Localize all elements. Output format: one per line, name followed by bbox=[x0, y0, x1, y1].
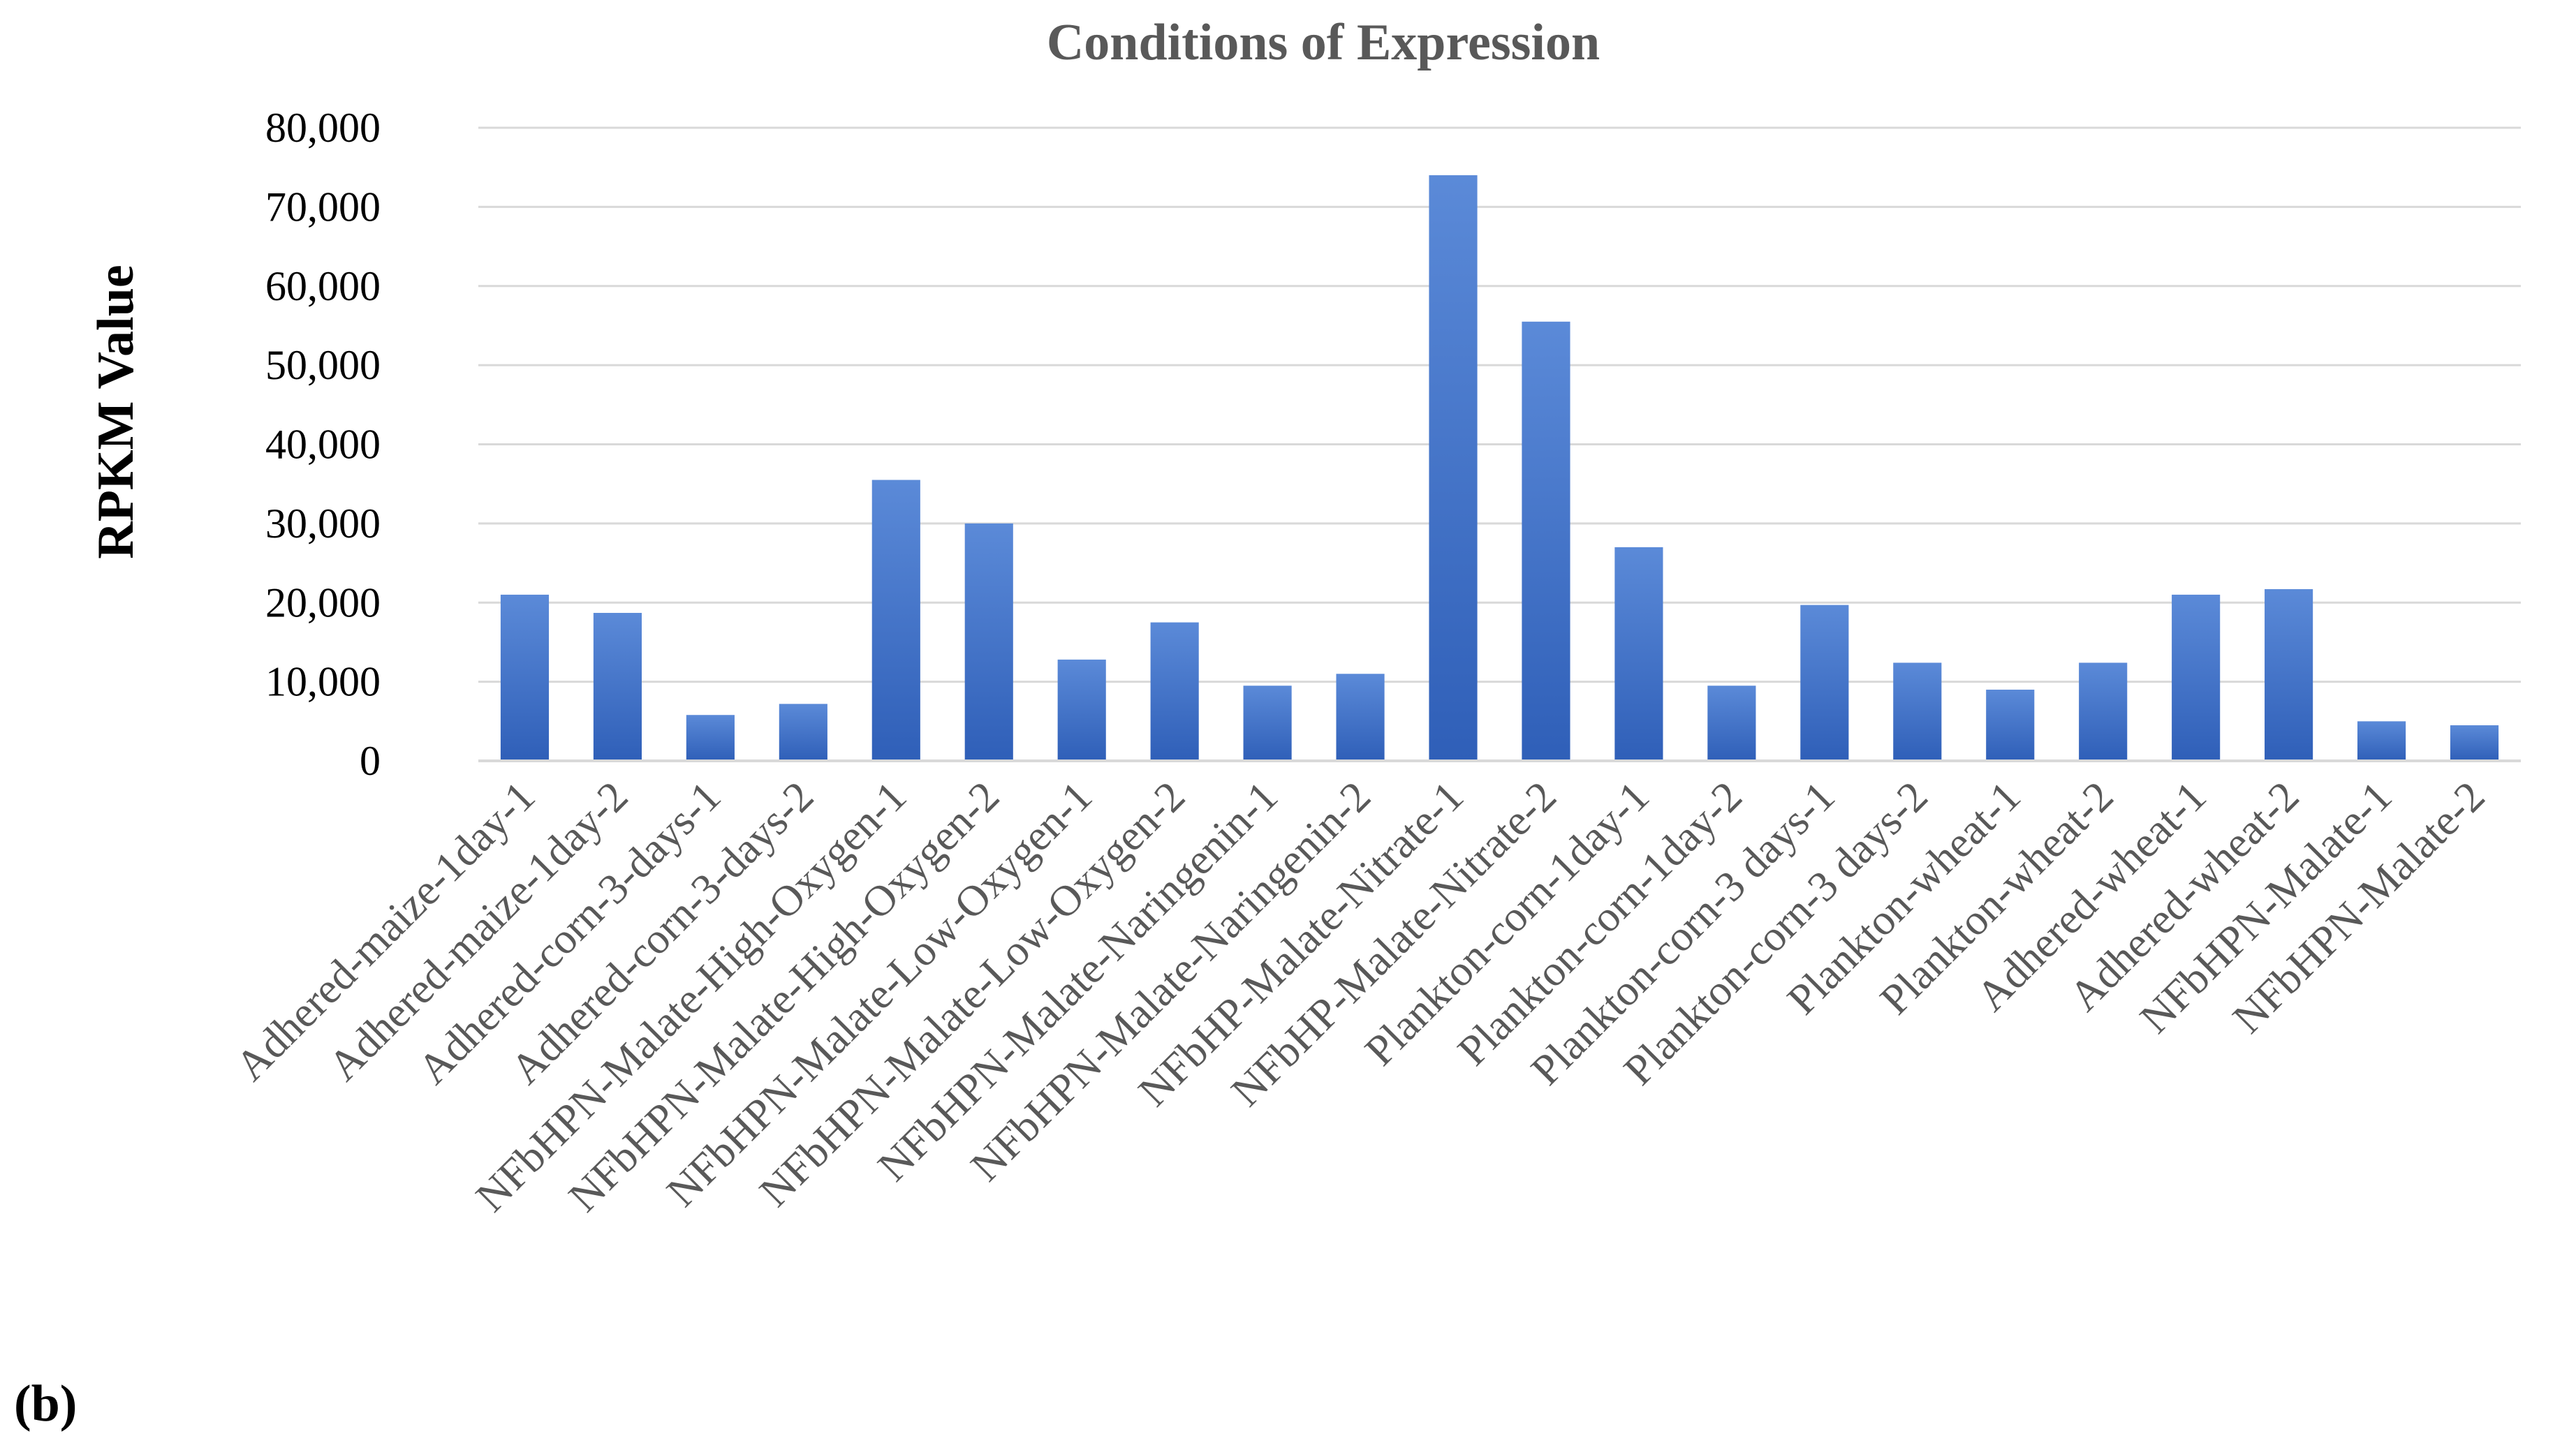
y-axis-label: RPKM Value bbox=[87, 265, 145, 558]
y-tick-label: 0 bbox=[360, 738, 381, 784]
bar-4 bbox=[779, 704, 827, 761]
panel-label: (b) bbox=[14, 1375, 77, 1432]
bar-8 bbox=[1150, 622, 1199, 761]
y-tick-label: 60,000 bbox=[265, 263, 381, 309]
bar-3 bbox=[686, 715, 735, 761]
bar-1 bbox=[500, 594, 550, 761]
bar-9 bbox=[1243, 685, 1292, 761]
bar-5 bbox=[871, 480, 920, 761]
y-tick-label: 40,000 bbox=[265, 422, 381, 468]
y-tick-label: 10,000 bbox=[265, 659, 381, 705]
bar-7 bbox=[1057, 659, 1106, 761]
chart-title: Conditions of Expression bbox=[1047, 14, 1600, 71]
bar-14 bbox=[1707, 685, 1756, 761]
bar-2 bbox=[593, 612, 642, 761]
bar-17 bbox=[1986, 689, 2035, 761]
bar-10 bbox=[1336, 674, 1385, 761]
y-tick-label: 70,000 bbox=[265, 184, 381, 230]
x-axis-ticks: Adhered-maize-1day-1Adhered-maize-1day-2… bbox=[227, 773, 2494, 1221]
bars bbox=[500, 175, 2499, 761]
bar-11 bbox=[1429, 175, 1478, 761]
bar-16 bbox=[1893, 662, 1942, 761]
bar-20 bbox=[2265, 588, 2313, 761]
y-tick-label: 30,000 bbox=[265, 501, 381, 547]
bar-12 bbox=[1522, 321, 1570, 761]
bar-15 bbox=[1800, 605, 1849, 761]
bar-21 bbox=[2357, 721, 2406, 761]
bar-22 bbox=[2450, 725, 2499, 761]
y-axis-ticks: 0 10,000 20,000 30,000 40,000 50,000 60,000 70,… bbox=[265, 105, 381, 784]
bar-13 bbox=[1614, 547, 1663, 761]
bar-19 bbox=[2172, 594, 2221, 761]
y-tick-label: 20,000 bbox=[265, 579, 381, 625]
y-tick-label: 80,000 bbox=[265, 105, 381, 151]
bar-18 bbox=[2079, 662, 2128, 761]
y-tick-label: 50,000 bbox=[265, 342, 381, 388]
bar-6 bbox=[964, 523, 1013, 761]
gridlines bbox=[478, 126, 2521, 683]
